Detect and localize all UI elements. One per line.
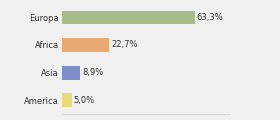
Bar: [62, 11, 195, 24]
Bar: [62, 93, 72, 107]
Text: 8,9%: 8,9%: [82, 68, 103, 77]
Bar: [62, 66, 80, 79]
Bar: [62, 38, 109, 52]
Text: 63,3%: 63,3%: [196, 13, 223, 22]
Text: 22,7%: 22,7%: [111, 41, 137, 49]
Text: 5,0%: 5,0%: [74, 96, 95, 105]
